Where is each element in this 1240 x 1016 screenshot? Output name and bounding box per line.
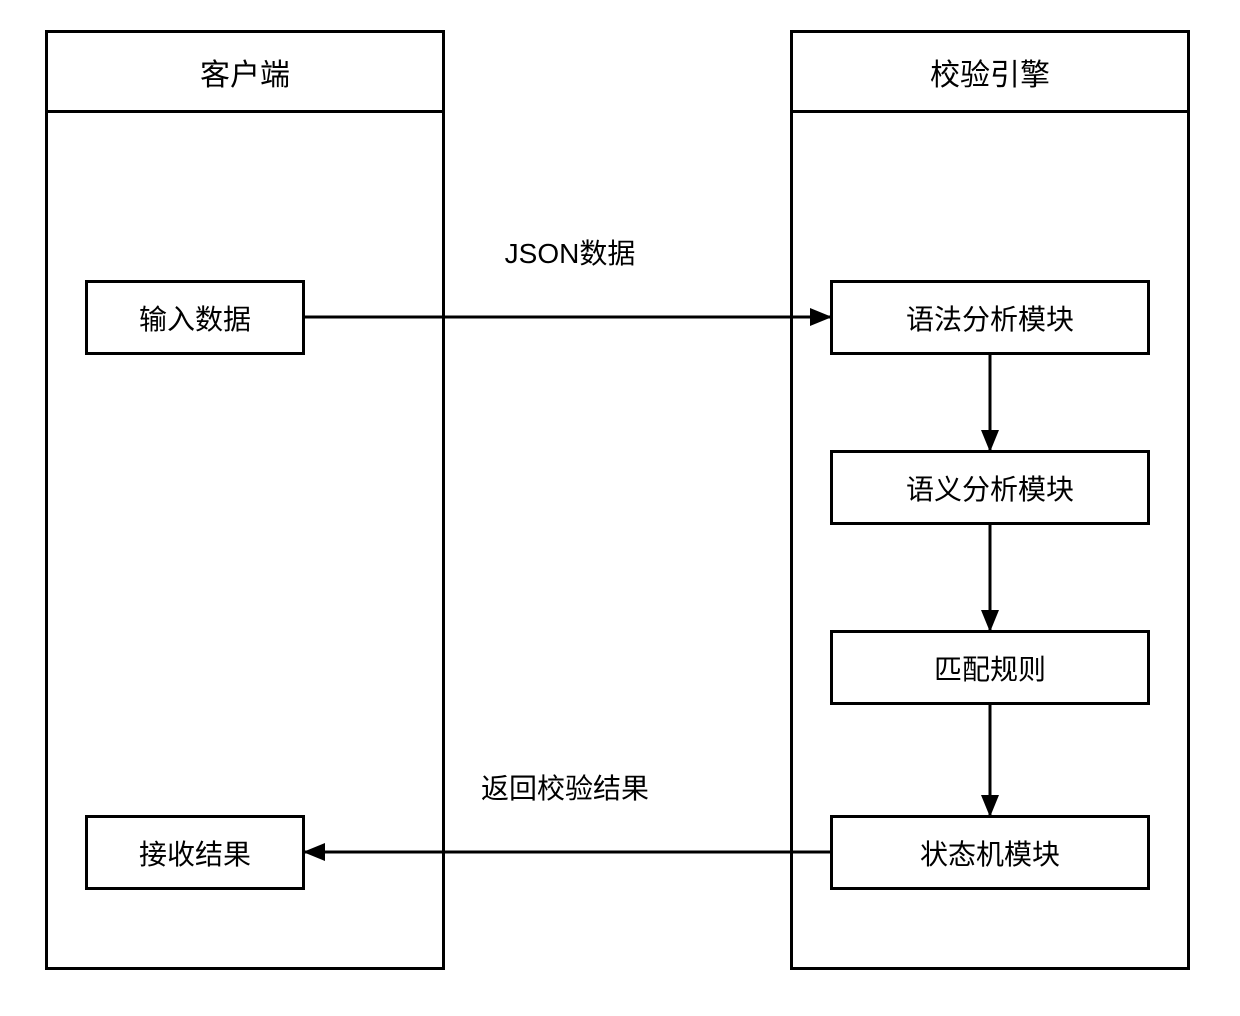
- node-state-machine-label: 状态机模块: [920, 833, 1060, 873]
- lane-engine-title: 校验引擎: [930, 50, 1050, 94]
- node-match-rules: 匹配规则: [830, 630, 1150, 705]
- lane-client-title: 客户端: [200, 50, 290, 94]
- edge-label-return-result: 返回校验结果: [450, 767, 680, 807]
- node-syntax-analysis-label: 语法分析模块: [906, 298, 1074, 338]
- lane-client-header: 客户端: [48, 33, 442, 113]
- node-input-data-label: 输入数据: [139, 298, 251, 338]
- node-state-machine: 状态机模块: [830, 815, 1150, 890]
- node-semantic-analysis: 语义分析模块: [830, 450, 1150, 525]
- node-match-rules-label: 匹配规则: [934, 648, 1046, 688]
- edge-label-json-data: JSON数据: [480, 232, 660, 272]
- lane-engine-header: 校验引擎: [793, 33, 1187, 113]
- node-input-data: 输入数据: [85, 280, 305, 355]
- node-receive-result: 接收结果: [85, 815, 305, 890]
- node-receive-result-label: 接收结果: [139, 833, 251, 873]
- node-syntax-analysis: 语法分析模块: [830, 280, 1150, 355]
- node-semantic-analysis-label: 语义分析模块: [906, 468, 1074, 508]
- diagram-canvas: 客户端 校验引擎 输入数据 接收结果 语法分析模块 语义分析模块 匹配规则 状态…: [0, 0, 1240, 1016]
